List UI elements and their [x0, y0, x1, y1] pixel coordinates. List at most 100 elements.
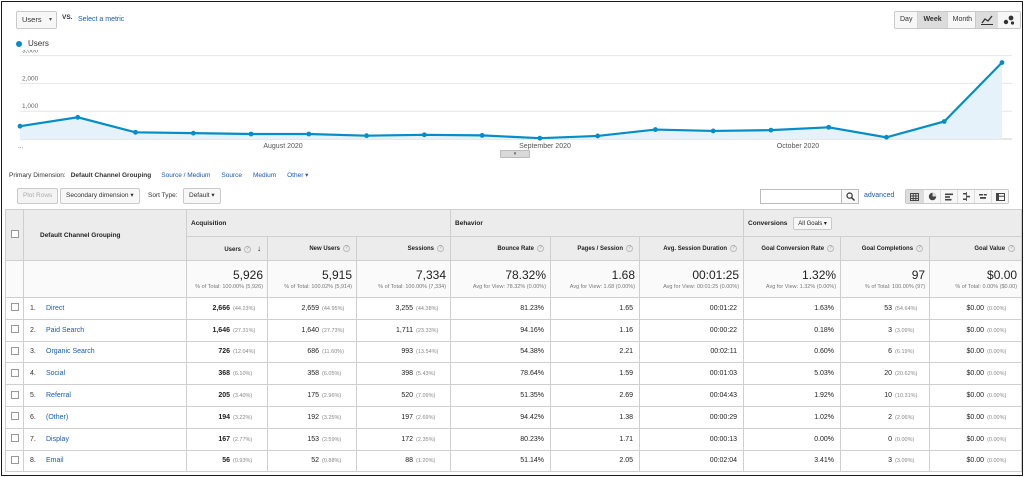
comparison-icon[interactable]	[957, 190, 974, 203]
help-icon[interactable]: ?	[343, 244, 350, 252]
table-search-input[interactable]	[760, 189, 842, 204]
week-button[interactable]: Week	[917, 12, 947, 28]
conversions-group-label: Conversions	[748, 219, 788, 227]
col-new-users[interactable]: New Users?	[267, 236, 357, 261]
row-checkbox[interactable]	[10, 346, 19, 355]
col-sessions[interactable]: Sessions?	[355, 236, 452, 261]
behavior-group-header: Behavior	[450, 209, 745, 237]
sort-type-label: Sort Type:	[148, 192, 178, 199]
cell-value: 358	[307, 370, 319, 378]
cell-value: 2,659	[301, 304, 319, 312]
row-duration: 00:01:22	[639, 297, 745, 320]
row-users: 1,646 (27.31%)	[186, 318, 268, 342]
cell-value: 00:00:22	[709, 326, 738, 334]
row-dimension-link[interactable]: Direct	[46, 304, 65, 312]
help-icon[interactable]: ?	[1008, 244, 1016, 252]
data-point	[826, 124, 832, 130]
col-goal-value-label: Goal Value	[974, 246, 1006, 253]
col-avg-session-duration[interactable]: Avg. Session Duration?	[639, 236, 745, 261]
metric-select[interactable]: Users ▾	[16, 11, 57, 29]
total-sub: Avg for View: 00:01:25 (0.00%)	[663, 283, 740, 290]
chart-resize-handle[interactable]: ▾	[500, 150, 530, 158]
day-button[interactable]: Day	[895, 12, 918, 28]
select-metric-link[interactable]: Select a metric	[78, 16, 125, 23]
secondary-dimension-select[interactable]: Secondary dimension ▾	[60, 188, 140, 204]
row-dimension-link[interactable]: Display	[46, 435, 69, 443]
col-goal-completions-label: Goal Completions	[861, 246, 914, 253]
col-goal-completions[interactable]: Goal Completions?	[840, 236, 931, 261]
row-checkbox[interactable]	[10, 412, 19, 421]
help-icon[interactable]: ?	[827, 244, 835, 252]
pie-chart-icon[interactable]	[923, 190, 940, 203]
cell-percent: (0.93%)	[233, 458, 253, 465]
pivot-table-icon[interactable]	[991, 190, 1008, 203]
row-dimension-link[interactable]: Email	[46, 457, 64, 465]
data-point	[768, 127, 774, 133]
cell-value: 2,666	[212, 304, 230, 312]
cell-percent: (0.00%)	[987, 327, 1007, 334]
row-dimension-link[interactable]: (Other)	[46, 413, 69, 421]
row-dimension-link[interactable]: Social	[46, 370, 66, 378]
data-point	[479, 132, 485, 138]
help-icon[interactable]: ?	[916, 244, 924, 252]
row-checkbox[interactable]	[10, 303, 19, 312]
cell-value: $0.00	[966, 348, 985, 356]
help-icon[interactable]: ?	[244, 245, 251, 253]
row-dimension-link[interactable]: Paid Search	[46, 326, 85, 334]
cell-value: 194	[218, 413, 230, 421]
help-icon[interactable]: ?	[626, 244, 634, 252]
select-all-checkbox[interactable]	[10, 230, 19, 238]
row-checkbox[interactable]	[10, 455, 19, 464]
dimension-header[interactable]: Default Channel Grouping	[23, 209, 187, 261]
row-checkbox[interactable]	[10, 390, 19, 399]
row-value: $0.00 (0.00%)	[929, 384, 1022, 407]
col-goal-value[interactable]: Goal Value?	[929, 236, 1022, 261]
total-value: 5,915	[321, 267, 352, 282]
cell-value: 0.00%	[814, 435, 835, 443]
row-pages: 2.05	[550, 449, 641, 473]
cell-value: 175	[307, 392, 319, 400]
total-sessions: 7,334% of Total: 100.00% (7,334)	[355, 260, 452, 298]
cell-value: 3	[888, 326, 893, 334]
motion-chart-icon[interactable]	[998, 12, 1020, 28]
dimension-option-medium[interactable]: Medium	[253, 171, 277, 179]
total-sub: % of Total: 100.02% (5,914)	[284, 283, 352, 290]
col-bounce-rate[interactable]: Bounce Rate?	[450, 236, 552, 261]
dimension-option-other[interactable]: Other ▾	[287, 172, 309, 179]
search-icon[interactable]	[842, 189, 859, 204]
table-row: 5. Referral 205 (3.40%) 175 (2.96%) 520 (7.09%)…	[5, 384, 1022, 407]
sort-type-select[interactable]: Default ▾	[183, 188, 221, 204]
cell-value: 81.23%	[520, 304, 545, 312]
cell-percent: (0.00%)	[895, 436, 915, 443]
cell-value: 2	[888, 413, 893, 421]
row-dimension-link[interactable]: Referral	[46, 392, 71, 400]
total-sub: Avg for View: 1.68 (0.00%)	[569, 283, 636, 290]
advanced-filter-link[interactable]: advanced	[864, 192, 895, 199]
plot-rows-button[interactable]: Plot Rows	[17, 188, 59, 204]
totals-spacer	[23, 260, 187, 298]
performance-icon[interactable]	[940, 190, 957, 203]
total-users: 5,926% of Total: 100.00% (5,926)	[186, 260, 268, 298]
help-icon[interactable]: ?	[537, 244, 545, 252]
row-checkbox-cell	[5, 405, 24, 429]
col-users[interactable]: Users? ↓	[186, 236, 268, 261]
dimension-option-source-medium[interactable]: Source / Medium	[161, 171, 211, 179]
row-checkbox[interactable]	[10, 325, 19, 334]
total-value: 97	[911, 267, 926, 282]
line-chart-icon[interactable]	[976, 12, 998, 28]
sort-desc-icon: ↓	[257, 244, 261, 253]
data-table-icon[interactable]	[906, 190, 923, 203]
cell-percent: (2.96%)	[322, 393, 342, 400]
row-checkbox[interactable]	[10, 434, 19, 443]
row-dimension-link[interactable]: Organic Search	[46, 348, 95, 356]
col-goal-conversion-rate[interactable]: Goal Conversion Rate?	[743, 236, 842, 261]
help-icon[interactable]: ?	[437, 244, 445, 252]
row-checkbox[interactable]	[10, 368, 19, 377]
dimension-option-source[interactable]: Source	[221, 171, 242, 179]
goals-select[interactable]: All Goals ▾	[793, 216, 832, 230]
row-bounce: 78.64%	[450, 362, 552, 386]
help-icon[interactable]: ?	[730, 244, 738, 252]
term-cloud-icon[interactable]	[974, 190, 991, 203]
col-pages-session[interactable]: Pages / Session?	[550, 236, 641, 261]
month-button[interactable]: Month	[946, 12, 978, 28]
